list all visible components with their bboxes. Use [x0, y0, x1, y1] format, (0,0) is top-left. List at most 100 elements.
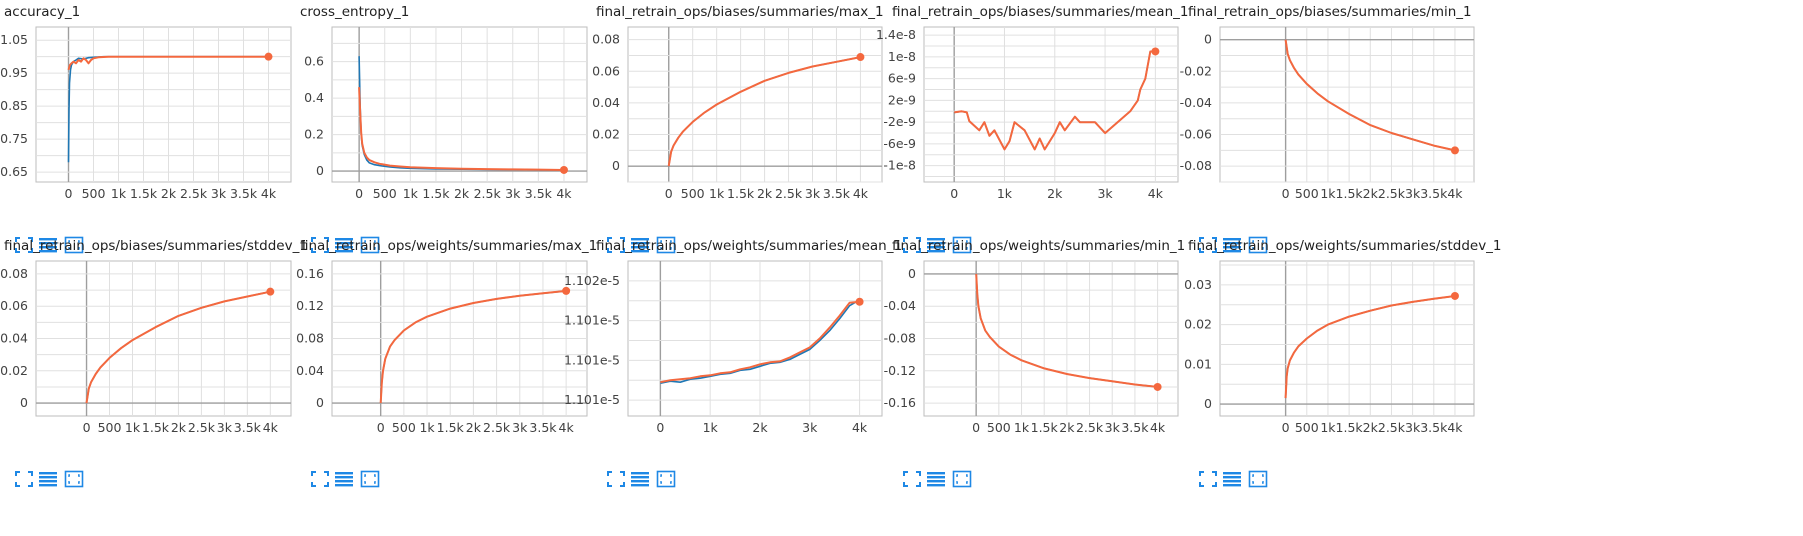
fit-domain-button[interactable] — [656, 236, 676, 258]
x-tick-label: 0 — [656, 420, 664, 435]
x-tick-label: 4k — [556, 186, 572, 201]
expand-fullscreen-button[interactable] — [902, 470, 922, 492]
x-tick-label: 4k — [263, 420, 279, 435]
x-tick-label: 3k — [505, 186, 521, 201]
fit-domain-icon — [360, 236, 380, 254]
x-tick-label: 2k — [757, 186, 773, 201]
x-tick-label: 0 — [950, 186, 958, 201]
chart-title: final_retrain_ops/biases/summaries/max_1 — [596, 4, 884, 20]
x-tick-label: 3k — [1105, 420, 1121, 435]
chart-title: final_retrain_ops/biases/summaries/stdde… — [4, 238, 308, 254]
chart-card: final_retrain_ops/biases/summaries/mean_… — [876, 0, 1228, 262]
series-line-smoothed — [358, 87, 565, 171]
plot-frame — [1219, 26, 1475, 183]
toggle-log-scale-button[interactable] — [926, 470, 946, 492]
x-tick-label: 4k — [1447, 186, 1463, 201]
y-tick-label: -1e-8 — [883, 158, 916, 173]
y-tick-label: -2e-9 — [883, 114, 916, 129]
series-line-raw — [660, 299, 861, 384]
y-tick-label: 1e-8 — [888, 49, 916, 64]
x-tick-label: 500 — [681, 186, 705, 201]
expand-fullscreen-button[interactable] — [1198, 236, 1218, 258]
toggle-log-scale-button[interactable] — [334, 236, 354, 258]
fit-domain-icon — [1248, 470, 1268, 488]
y-tick-label: 1.101e-5 — [564, 392, 620, 407]
toggle-log-scale-icon — [39, 238, 57, 253]
y-tick-label: 0.02 — [1184, 317, 1212, 332]
toggle-log-scale-icon — [631, 472, 649, 487]
y-tick-label: 0 — [316, 395, 324, 410]
expand-fullscreen-button[interactable] — [606, 470, 626, 492]
x-tick-label: 3.5k — [1420, 186, 1448, 201]
x-tick-label: 1.5k — [1336, 420, 1364, 435]
fit-domain-button[interactable] — [1248, 470, 1268, 492]
toggle-log-scale-button[interactable] — [1222, 470, 1242, 492]
fit-domain-icon — [656, 236, 676, 254]
fit-domain-icon — [952, 470, 972, 488]
x-tick-label: 1k — [403, 186, 419, 201]
x-tick-label: 3k — [217, 420, 233, 435]
toggle-log-scale-button[interactable] — [630, 236, 650, 258]
expand-fullscreen-button[interactable] — [14, 470, 34, 492]
y-tick-label: 1.101e-5 — [564, 352, 620, 367]
x-tick-label: 3k — [805, 186, 821, 201]
x-tick-label: 2.5k — [180, 186, 208, 201]
toggle-log-scale-button[interactable] — [926, 236, 946, 258]
y-tick-label: 0.12 — [296, 298, 324, 313]
x-tick-label: 500 — [373, 186, 397, 201]
x-tick-label: 1k — [111, 186, 127, 201]
y-tick-label: 0.06 — [592, 63, 620, 78]
chart-plot: 0 500 1k 1.5k 2k 2.5k 3k 3.5k 4k 0.65 0.75 0.85 0.95… — [0, 26, 292, 201]
x-tick-label: 2.5k — [775, 186, 803, 201]
y-tick-label: 0 — [316, 163, 324, 178]
expand-fullscreen-icon — [15, 237, 33, 253]
fit-domain-button[interactable] — [952, 236, 972, 258]
expand-fullscreen-button[interactable] — [902, 236, 922, 258]
series-line-smoothed — [667, 56, 861, 167]
y-tick-label: -0.08 — [1180, 158, 1212, 173]
series-end-point — [1450, 146, 1459, 155]
fit-domain-button[interactable] — [360, 470, 380, 492]
expand-fullscreen-button[interactable] — [310, 236, 330, 258]
chart-plot: 0 500 1k 1.5k 2k 2.5k 3k 3.5k 4k 0 0.01 0.02 0.03 — [1184, 260, 1475, 435]
chart-plot: 0 1k 2k 3k 4k -1e-8 -6e-9 -2e-9 2e-9 6e-9 1e-8 1.4e… — [876, 26, 1179, 201]
expand-fullscreen-button[interactable] — [14, 236, 34, 258]
series-end-point — [1153, 382, 1162, 391]
expand-fullscreen-icon — [1199, 471, 1217, 487]
x-tick-label: 1k — [997, 186, 1013, 201]
x-tick-label: 2k — [1059, 420, 1075, 435]
series-end-point — [559, 165, 568, 174]
expand-fullscreen-button[interactable] — [1198, 470, 1218, 492]
expand-fullscreen-icon — [15, 471, 33, 487]
toggle-log-scale-button[interactable] — [38, 470, 58, 492]
fit-domain-icon — [1248, 236, 1268, 254]
y-tick-label: 0.16 — [296, 266, 324, 281]
x-tick-label: 1.5k — [1336, 186, 1364, 201]
x-tick-label: 3.5k — [1420, 420, 1448, 435]
y-tick-label: 1.4e-8 — [876, 27, 916, 42]
x-tick-label: 1.5k — [1031, 420, 1059, 435]
toggle-log-scale-button[interactable] — [1222, 236, 1242, 258]
toggle-log-scale-button[interactable] — [630, 470, 650, 492]
fit-domain-button[interactable] — [656, 470, 676, 492]
expand-fullscreen-button[interactable] — [310, 470, 330, 492]
toggle-log-scale-button[interactable] — [334, 470, 354, 492]
chart-card: accuracy_1 0 500 1k 1.5k 2k 2.5k 3k 3.5k 4k 0.65 0.… — [0, 0, 340, 262]
chart-title: final_retrain_ops/weights/summaries/min_… — [892, 238, 1186, 254]
x-tick-label: 500 — [82, 186, 106, 201]
fit-domain-button[interactable] — [952, 470, 972, 492]
fit-domain-button[interactable] — [1248, 236, 1268, 258]
fit-domain-button[interactable] — [64, 236, 84, 258]
x-tick-label: 3k — [512, 420, 528, 435]
series-line-smoothed — [379, 289, 567, 404]
expand-fullscreen-button[interactable] — [606, 236, 626, 258]
fit-domain-button[interactable] — [64, 470, 84, 492]
fit-domain-button[interactable] — [360, 236, 380, 258]
y-tick-label: -0.04 — [1180, 95, 1212, 110]
toggle-log-scale-icon — [335, 472, 353, 487]
toggle-log-scale-button[interactable] — [38, 236, 58, 258]
expand-fullscreen-icon — [903, 471, 921, 487]
chart-card: final_retrain_ops/weights/summaries/mean… — [564, 234, 932, 496]
x-tick-label: 500 — [98, 420, 122, 435]
series-line-smoothed — [954, 50, 1156, 151]
